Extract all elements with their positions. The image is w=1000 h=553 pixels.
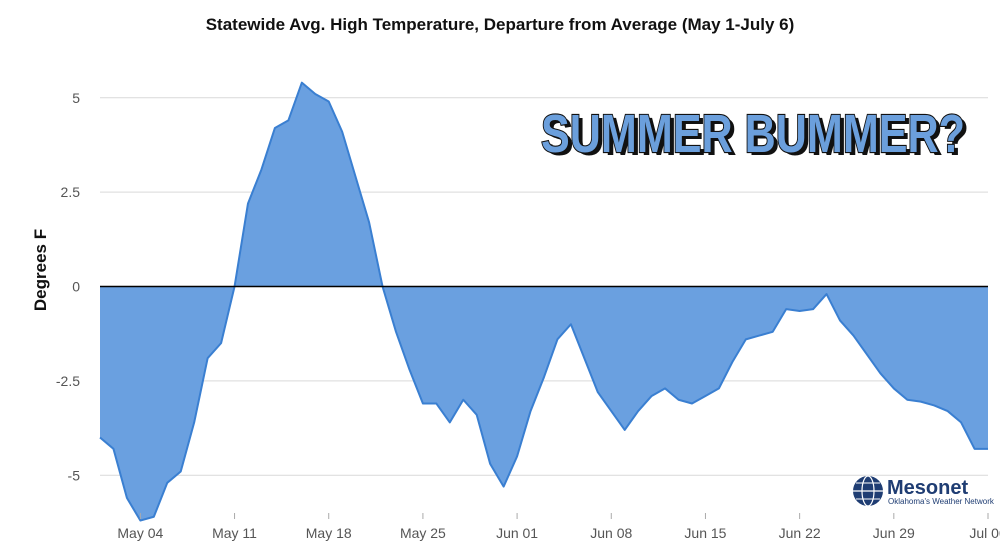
data-point bbox=[786, 309, 787, 310]
data-point bbox=[557, 339, 558, 340]
data-point bbox=[153, 516, 154, 517]
annotation-shadow: SUMMER BUMMER? bbox=[545, 107, 969, 167]
x-tick-label: May 18 bbox=[306, 525, 352, 541]
data-point bbox=[907, 399, 908, 400]
data-point bbox=[301, 82, 302, 83]
data-point bbox=[530, 411, 531, 412]
data-point bbox=[853, 335, 854, 336]
data-point bbox=[813, 309, 814, 310]
y-tick-label: 5 bbox=[72, 90, 80, 106]
data-point bbox=[866, 354, 867, 355]
x-axis-ticks: May 04 May 11 May 18 May 25 Jun 01 Jun 08 Jun … bbox=[117, 513, 1000, 541]
x-tick-label: May 25 bbox=[400, 525, 446, 541]
data-point bbox=[584, 358, 585, 359]
data-point bbox=[422, 403, 423, 404]
data-point bbox=[342, 131, 343, 132]
y-axis-label: Degrees F bbox=[31, 229, 50, 311]
data-point bbox=[490, 463, 491, 464]
data-point bbox=[826, 294, 827, 295]
data-point bbox=[947, 411, 948, 412]
data-point bbox=[772, 331, 773, 332]
data-point bbox=[840, 320, 841, 321]
data-point bbox=[624, 429, 625, 430]
data-point bbox=[920, 401, 921, 402]
data-point bbox=[705, 395, 706, 396]
x-tick-label: May 04 bbox=[117, 525, 163, 541]
data-point bbox=[207, 358, 208, 359]
data-point bbox=[396, 331, 397, 332]
series-temperature-departure bbox=[99, 81, 989, 522]
y-tick-label: -5 bbox=[68, 467, 81, 483]
data-point bbox=[745, 339, 746, 340]
data-point bbox=[611, 411, 612, 412]
data-point bbox=[180, 471, 181, 472]
data-point bbox=[126, 497, 127, 498]
annotation-text: SUMMER BUMMER? bbox=[541, 104, 965, 164]
data-point bbox=[248, 203, 249, 204]
data-point bbox=[934, 405, 935, 406]
data-point bbox=[463, 399, 464, 400]
mesonet-logo: Mesonet Oklahoma's Weather Network bbox=[853, 475, 995, 507]
y-tick-label: -2.5 bbox=[56, 373, 80, 389]
data-point bbox=[732, 362, 733, 363]
data-point bbox=[355, 177, 356, 178]
x-tick-label: Jun 29 bbox=[873, 525, 915, 541]
data-point bbox=[315, 93, 316, 94]
data-point bbox=[409, 369, 410, 370]
data-point bbox=[638, 411, 639, 412]
data-point bbox=[449, 422, 450, 423]
data-point bbox=[274, 127, 275, 128]
x-tick-label: Jun 15 bbox=[684, 525, 726, 541]
data-point bbox=[436, 403, 437, 404]
x-tick-label: Jul 06 bbox=[969, 525, 1000, 541]
x-tick-label: Jun 01 bbox=[496, 525, 538, 541]
data-point bbox=[369, 222, 370, 223]
data-point bbox=[718, 388, 719, 389]
data-point bbox=[100, 437, 101, 438]
data-point bbox=[221, 343, 222, 344]
data-point bbox=[517, 456, 518, 457]
data-point bbox=[261, 169, 262, 170]
x-tick-label: Jun 08 bbox=[590, 525, 632, 541]
data-point bbox=[893, 388, 894, 389]
data-point bbox=[503, 486, 504, 487]
data-point bbox=[288, 120, 289, 121]
data-point bbox=[167, 482, 168, 483]
data-point bbox=[570, 324, 571, 325]
data-point bbox=[113, 448, 114, 449]
x-tick-label: Jun 22 bbox=[779, 525, 821, 541]
series-area bbox=[100, 82, 988, 521]
data-point bbox=[194, 422, 195, 423]
data-point bbox=[692, 403, 693, 404]
data-point bbox=[974, 448, 975, 449]
data-point bbox=[799, 311, 800, 312]
chart-title: Statewide Avg. High Temperature, Departu… bbox=[206, 15, 795, 34]
data-point bbox=[665, 388, 666, 389]
x-tick-label: May 11 bbox=[212, 525, 257, 541]
data-point bbox=[759, 335, 760, 336]
series-line bbox=[99, 81, 988, 522]
data-point bbox=[328, 101, 329, 102]
y-tick-label: 2.5 bbox=[61, 184, 81, 200]
annotation: SUMMER BUMMER? SUMMER BUMMER? bbox=[540, 103, 969, 167]
data-point bbox=[544, 377, 545, 378]
y-axis-ticks: 5 2.5 0 -2.5 -5 bbox=[56, 90, 80, 484]
data-point bbox=[961, 422, 962, 423]
data-point bbox=[651, 395, 652, 396]
data-point bbox=[880, 373, 881, 374]
data-point bbox=[678, 399, 679, 400]
logo-name: Mesonet bbox=[887, 477, 968, 499]
data-point bbox=[140, 520, 141, 521]
y-tick-label: 0 bbox=[72, 279, 80, 295]
data-point bbox=[476, 414, 477, 415]
data-point bbox=[988, 448, 989, 449]
globe-icon bbox=[853, 475, 883, 507]
data-point bbox=[597, 392, 598, 393]
logo-tagline: Oklahoma's Weather Network bbox=[888, 497, 995, 506]
